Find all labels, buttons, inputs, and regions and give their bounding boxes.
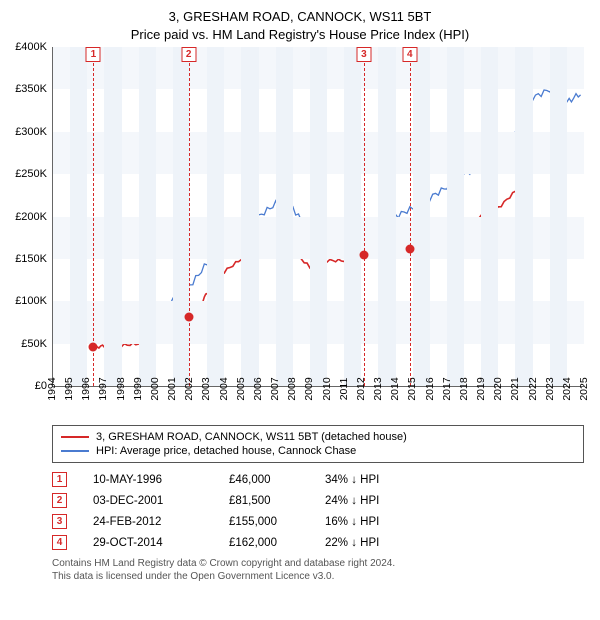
x-tick-label: 2016 bbox=[424, 377, 436, 400]
x-tick-label: 2007 bbox=[269, 377, 281, 400]
transactions-table: 1 10-MAY-1996 £46,000 34% ↓ HPI 2 03-DEC-2001… bbox=[52, 469, 584, 553]
x-tick-label: 2000 bbox=[149, 377, 161, 400]
x-tick-label: 2005 bbox=[235, 377, 247, 400]
footer-line2: This data is licensed under the Open Gov… bbox=[52, 570, 584, 583]
y-tick-label: £350K bbox=[15, 83, 47, 95]
transaction-marker bbox=[89, 343, 98, 352]
x-axis-labels: 1994199519961997199819992000200120022003… bbox=[52, 387, 584, 421]
x-tick-label: 2019 bbox=[475, 377, 487, 400]
y-tick-label: £300K bbox=[15, 126, 47, 138]
legend-row: HPI: Average price, detached house, Cann… bbox=[61, 444, 575, 458]
x-tick-label: 1999 bbox=[132, 377, 144, 400]
row-delta: 34% ↓ HPI bbox=[325, 474, 425, 486]
x-tick-label: 1997 bbox=[97, 377, 109, 400]
table-row: 2 03-DEC-2001 £81,500 24% ↓ HPI bbox=[52, 490, 584, 511]
transaction-marker bbox=[184, 313, 193, 322]
x-tick-label: 2013 bbox=[372, 377, 384, 400]
chart-container: 3, GRESHAM ROAD, CANNOCK, WS11 5BT Price… bbox=[0, 0, 600, 620]
row-index-box: 1 bbox=[52, 472, 67, 487]
row-date: 24-FEB-2012 bbox=[93, 516, 203, 528]
x-tick-label: 2014 bbox=[389, 377, 401, 400]
transaction-vline bbox=[93, 63, 94, 386]
x-tick-label: 2023 bbox=[544, 377, 556, 400]
x-tick-label: 1996 bbox=[80, 377, 92, 400]
x-tick-label: 1998 bbox=[115, 377, 127, 400]
x-tick-label: 2025 bbox=[578, 377, 590, 400]
legend-label: HPI: Average price, detached house, Cann… bbox=[96, 445, 356, 457]
transaction-marker bbox=[405, 244, 414, 253]
x-tick-label: 2006 bbox=[252, 377, 264, 400]
x-tick-label: 2015 bbox=[406, 377, 418, 400]
row-price: £162,000 bbox=[229, 537, 299, 549]
y-tick-label: £250K bbox=[15, 168, 47, 180]
x-tick-label: 1994 bbox=[46, 377, 58, 400]
legend-label: 3, GRESHAM ROAD, CANNOCK, WS11 5BT (deta… bbox=[96, 431, 407, 443]
x-tick-label: 2024 bbox=[561, 377, 573, 400]
x-tick-label: 2021 bbox=[509, 377, 521, 400]
transaction-label-box: 2 bbox=[181, 47, 196, 62]
row-date: 29-OCT-2014 bbox=[93, 537, 203, 549]
row-index-box: 2 bbox=[52, 493, 67, 508]
transaction-vline bbox=[364, 63, 365, 386]
x-tick-label: 2010 bbox=[321, 377, 333, 400]
x-tick-label: 2018 bbox=[458, 377, 470, 400]
x-tick-label: 1995 bbox=[63, 377, 75, 400]
y-tick-label: £200K bbox=[15, 211, 47, 223]
transaction-label-box: 1 bbox=[86, 47, 101, 62]
row-index-box: 3 bbox=[52, 514, 67, 529]
footer-line1: Contains HM Land Registry data © Crown c… bbox=[52, 557, 584, 570]
table-row: 4 29-OCT-2014 £162,000 22% ↓ HPI bbox=[52, 532, 584, 553]
x-tick-label: 2012 bbox=[355, 377, 367, 400]
x-tick-label: 2003 bbox=[200, 377, 212, 400]
row-delta: 16% ↓ HPI bbox=[325, 516, 425, 528]
address-title: 3, GRESHAM ROAD, CANNOCK, WS11 5BT bbox=[10, 8, 590, 26]
y-tick-label: £50K bbox=[21, 338, 47, 350]
x-tick-label: 2017 bbox=[441, 377, 453, 400]
plot-area: £0£50K£100K£150K£200K£250K£300K£350K£400… bbox=[52, 47, 584, 387]
row-delta: 24% ↓ HPI bbox=[325, 495, 425, 507]
subtitle: Price paid vs. HM Land Registry's House … bbox=[10, 26, 590, 44]
y-tick-label: £100K bbox=[15, 295, 47, 307]
transaction-label-box: 3 bbox=[356, 47, 371, 62]
transaction-vline bbox=[189, 63, 190, 386]
legend-swatch bbox=[61, 450, 89, 452]
y-tick-label: £150K bbox=[15, 253, 47, 265]
x-tick-label: 2022 bbox=[527, 377, 539, 400]
row-date: 10-MAY-1996 bbox=[93, 474, 203, 486]
transaction-marker bbox=[359, 250, 368, 259]
x-tick-label: 2002 bbox=[183, 377, 195, 400]
transaction-label-box: 4 bbox=[402, 47, 417, 62]
footer-attribution: Contains HM Land Registry data © Crown c… bbox=[52, 557, 584, 583]
legend: 3, GRESHAM ROAD, CANNOCK, WS11 5BT (deta… bbox=[52, 425, 584, 463]
x-tick-label: 2004 bbox=[218, 377, 230, 400]
y-tick-label: £400K bbox=[15, 41, 47, 53]
table-row: 1 10-MAY-1996 £46,000 34% ↓ HPI bbox=[52, 469, 584, 490]
transaction-vline bbox=[410, 63, 411, 386]
table-row: 3 24-FEB-2012 £155,000 16% ↓ HPI bbox=[52, 511, 584, 532]
x-tick-label: 2001 bbox=[166, 377, 178, 400]
row-date: 03-DEC-2001 bbox=[93, 495, 203, 507]
x-tick-label: 2009 bbox=[303, 377, 315, 400]
x-tick-label: 2020 bbox=[492, 377, 504, 400]
row-price: £155,000 bbox=[229, 516, 299, 528]
row-price: £81,500 bbox=[229, 495, 299, 507]
x-tick-label: 2011 bbox=[338, 378, 350, 401]
legend-row: 3, GRESHAM ROAD, CANNOCK, WS11 5BT (deta… bbox=[61, 430, 575, 444]
title-block: 3, GRESHAM ROAD, CANNOCK, WS11 5BT Price… bbox=[10, 8, 590, 43]
row-price: £46,000 bbox=[229, 474, 299, 486]
chart-area: £0£50K£100K£150K£200K£250K£300K£350K£400… bbox=[52, 47, 584, 387]
row-delta: 22% ↓ HPI bbox=[325, 537, 425, 549]
x-tick-label: 2008 bbox=[286, 377, 298, 400]
row-index-box: 4 bbox=[52, 535, 67, 550]
legend-swatch bbox=[61, 436, 89, 438]
